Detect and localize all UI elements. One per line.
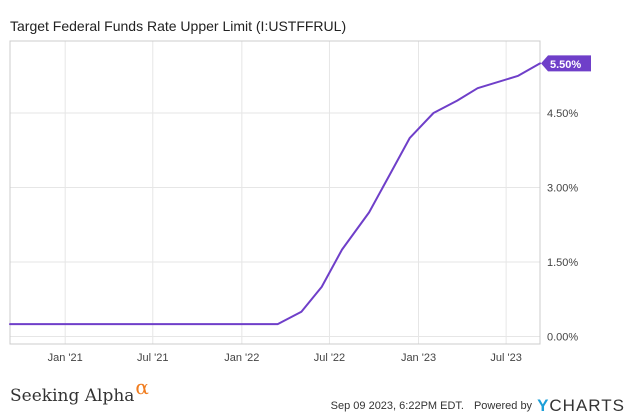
grid-layer bbox=[10, 41, 540, 344]
last-value-label: 5.50% bbox=[550, 59, 581, 71]
line-layer bbox=[9, 62, 541, 326]
y-tick-label: 1.50% bbox=[547, 257, 578, 269]
last-value-badge-shape bbox=[541, 55, 591, 72]
y-tick-label: 3.00% bbox=[547, 183, 578, 195]
x-tick-label: Jan '23 bbox=[401, 352, 436, 364]
plot-frame bbox=[9, 40, 541, 345]
timestamp: Sep 09 2023, 6:22PM EDT. bbox=[330, 400, 464, 412]
x-tick-labels: Jan '21 Jul '21 Jan '22 Jul '22 Jan '23 Jul '… bbox=[48, 352, 522, 364]
y-tick-label: 0.00% bbox=[547, 332, 578, 344]
x-tick-label: Jul '21 bbox=[137, 352, 168, 364]
x-tick-label: Jul '22 bbox=[314, 352, 345, 364]
chart-title: Target Federal Funds Rate Upper Limit (I… bbox=[10, 18, 347, 34]
x-tick-label: Jul '23 bbox=[490, 352, 521, 364]
alpha-symbol: α bbox=[135, 375, 149, 399]
brand-name: Seeking Alpha bbox=[10, 386, 135, 406]
x-tick-label: Jan '21 bbox=[48, 352, 83, 364]
footer-attribution: Sep 09 2023, 6:22PM EDT. Powered by YCHA… bbox=[331, 396, 625, 416]
ycharts-y: Y bbox=[537, 396, 550, 415]
ycharts-logo: YCHARTS bbox=[537, 396, 625, 416]
powered-by-label: Powered by bbox=[473, 400, 533, 412]
ycharts-text: CHARTS bbox=[549, 396, 625, 415]
y-tick-label: 4.50% bbox=[547, 108, 578, 120]
y-tick-labels: 0.00% 1.50% 3.00% 4.50% bbox=[547, 108, 578, 344]
seeking-alpha-logo: Seeking Alphaα bbox=[10, 375, 149, 406]
series-line bbox=[9, 62, 541, 326]
x-tick-label: Jan '22 bbox=[224, 352, 259, 364]
last-value-badge: 5.50% bbox=[541, 55, 591, 72]
